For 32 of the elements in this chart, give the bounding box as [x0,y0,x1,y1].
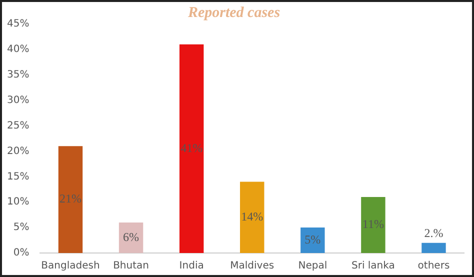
y-tick-label: 0% [13,248,30,259]
bar [300,228,325,253]
y-tick-label: 25% [6,120,30,132]
y-tick-label: 20% [6,146,30,157]
chart-title: Reported cases [186,4,280,21]
y-tick-label: 15% [6,171,30,182]
y-tick-label: 45% [6,18,30,30]
data-label: 11% [362,217,384,232]
x-tick-label: Nepal [298,260,328,272]
bar [422,242,446,253]
x-tick-label: Bangladesh [41,260,100,272]
x-tick-label: India [179,260,204,272]
y-tick-label: 10% [6,196,30,208]
x-tick-label: Bhutan [113,260,150,272]
bar [118,222,144,253]
data-label: 14% [241,210,264,224]
bar [58,146,83,253]
data-label: 41% [180,140,203,155]
bar [240,182,264,253]
data-label: 6% [123,230,140,244]
x-tick-label: Sri lanka [351,260,395,272]
data-label: 2.% [424,226,444,240]
bar [361,197,386,253]
y-tick-label: 30% [6,94,30,106]
y-tick-label: 40% [6,44,30,56]
data-label: 5% [304,232,321,246]
bar [179,44,204,253]
data-label: 21% [59,192,82,206]
x-tick-label: others [418,260,450,272]
x-tick-label: Maldives [230,260,274,272]
y-tick-label: 5% [13,222,30,234]
y-tick-label: 35% [6,69,30,80]
